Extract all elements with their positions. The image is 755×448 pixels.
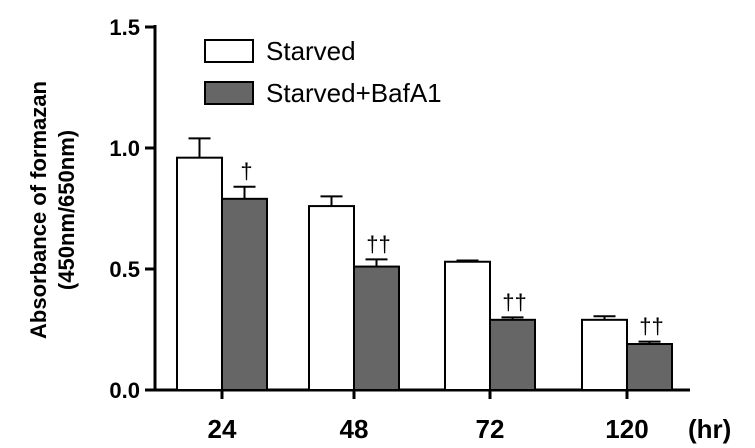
legend-label-1: Starved+BafA1 bbox=[266, 78, 442, 108]
y-axis-label: Absorbance of formazan (450nm/650nm) bbox=[26, 81, 79, 339]
axes: 0.0 0.5 1.0 1.5 24 48 72 120 bbox=[109, 15, 690, 444]
bar-1-1 bbox=[353, 265, 400, 391]
y-tick-label-2: 1.0 bbox=[109, 136, 140, 161]
y-tick-label-3: 1.5 bbox=[109, 15, 140, 40]
bar-1-0 bbox=[221, 197, 268, 391]
legend-label-0: Starved bbox=[266, 36, 356, 66]
legend-swatch-0 bbox=[204, 39, 254, 63]
bar-0-1 bbox=[308, 205, 355, 391]
significance-marker-2: †† bbox=[502, 289, 526, 314]
bars: ††††††† bbox=[176, 137, 673, 392]
y-tick-label-0: 0.0 bbox=[109, 378, 140, 403]
bar-1-3 bbox=[626, 343, 673, 391]
legend: Starved Starved+BafA1 bbox=[204, 36, 442, 108]
bar-0-3 bbox=[581, 318, 628, 392]
x-axis-unit: (hr) bbox=[688, 414, 731, 444]
significance-marker-0: † bbox=[240, 159, 252, 184]
significance-marker-3: †† bbox=[639, 314, 663, 339]
x-tick-label-3: 120 bbox=[605, 414, 648, 444]
y-axis-label-line-1: Absorbance of formazan bbox=[26, 81, 51, 339]
y-axis-label-line-2: (450nm/650nm) bbox=[54, 130, 79, 290]
legend-swatch-1 bbox=[204, 81, 254, 105]
x-tick-label-1: 48 bbox=[340, 414, 369, 444]
bar-0-0 bbox=[176, 156, 223, 391]
x-tick-label-2: 72 bbox=[476, 414, 505, 444]
significance-marker-1: †† bbox=[366, 231, 390, 256]
x-tick-label-0: 24 bbox=[208, 414, 237, 444]
bar-1-2 bbox=[489, 318, 536, 392]
bar-0-2 bbox=[444, 260, 491, 391]
y-tick-label-1: 0.5 bbox=[109, 257, 140, 282]
